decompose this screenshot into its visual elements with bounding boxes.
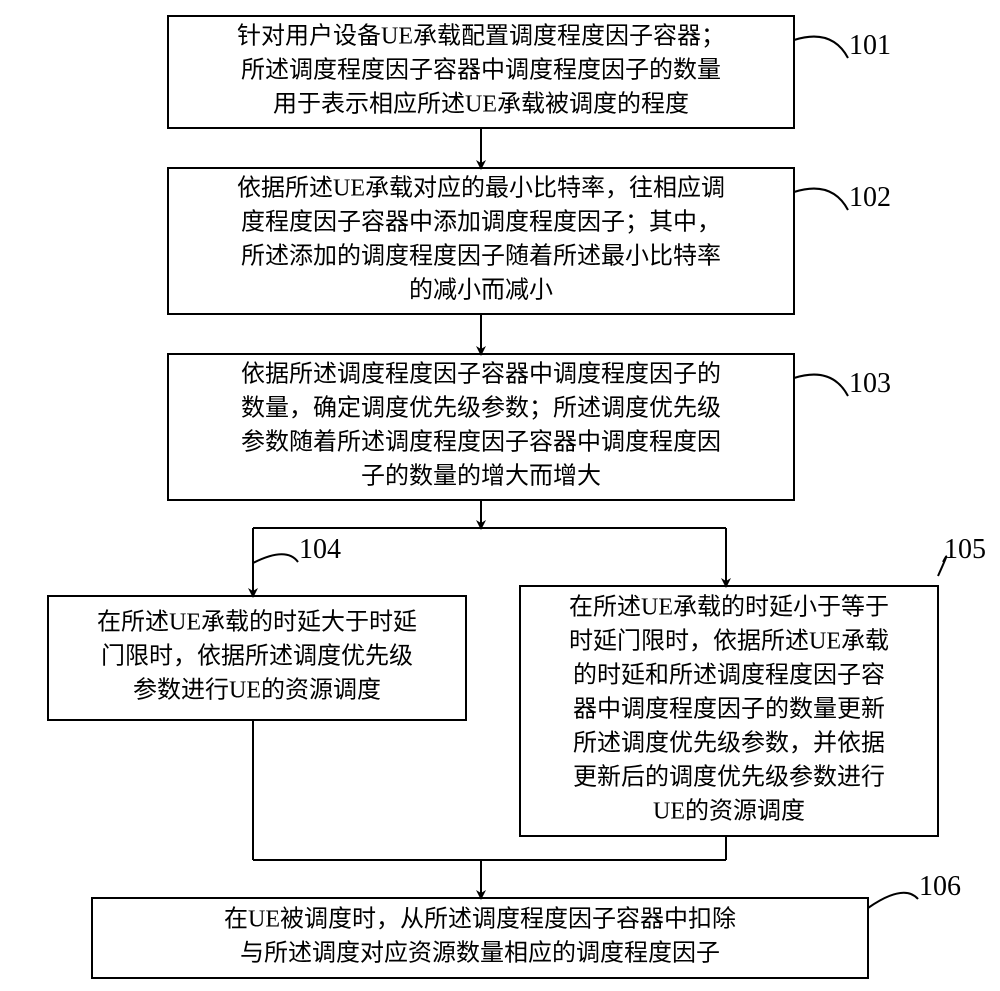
step-line: 用于表示相应所述UE承载被调度的程度 [273, 91, 689, 118]
step-label-number: 103 [849, 368, 891, 399]
flow-step-b106: 在UE被调度时，从所述调度程度因子容器中扣除与所述调度对应资源数量相应的调度程度… [92, 871, 961, 978]
step-line: 参数随着所述调度程度因子容器中调度程度因 [241, 429, 721, 456]
step-line: 所述调度优先级参数，并依据 [573, 730, 885, 757]
step-line: 器中调度程度因子的数量更新 [573, 696, 885, 723]
step-label-number: 102 [849, 182, 891, 213]
step-line: 与所述调度对应资源数量相应的调度程度因子 [240, 940, 720, 967]
step-line: 所述添加的调度程度因子随着所述最小比特率 [241, 243, 721, 270]
flow-step-b103: 依据所述调度程度因子容器中调度程度因子的数量，确定调度优先级参数；所述调度优先级… [168, 354, 891, 500]
flow-step-b104: 在所述UE承载的时延大于时延门限时，依据所述调度优先级参数进行UE的资源调度 10… [48, 534, 466, 720]
step-line: 时延门限时，依据所述UE承载 [569, 628, 889, 655]
step-line: 门限时，依据所述调度优先级 [101, 643, 413, 670]
flow-step-b101: 针对用户设备UE承载配置调度程度因子容器； 所述调度程度因子容器中调度程度因子的数… [168, 16, 891, 128]
step-line: 在所述UE承载的时延小于等于 [569, 594, 889, 621]
step-line: UE的资源调度 [653, 798, 805, 825]
step-line: 参数进行UE的资源调度 [133, 677, 381, 704]
step-text: 在所述UE承载的时延小于等于时延门限时，依据所述UE承载的时延和所述调度程度因子… [569, 594, 889, 825]
flow-step-b102: 依据所述UE承载对应的最小比特率，往相应调度程度因子容器中添加调度程度因子；其中… [168, 168, 891, 314]
step-label-number: 106 [919, 871, 961, 902]
step-line: 数量，确定调度优先级参数；所述调度优先级 [241, 395, 721, 422]
label-leader [868, 893, 918, 908]
step-line: 子的数量的增大而增大 [361, 463, 601, 490]
flowchart-canvas: 针对用户设备UE承载配置调度程度因子容器； 所述调度程度因子容器中调度程度因子的数… [0, 0, 1000, 991]
label-leader [253, 554, 298, 563]
step-text: 针对用户设备UE承载配置调度程度因子容器； 所述调度程度因子容器中调度程度因子的数… [237, 23, 725, 118]
step-line: 的减小而减小 [409, 277, 553, 304]
step-label-number: 104 [299, 534, 341, 565]
label-leader [794, 375, 848, 396]
step-line: 所述调度程度因子容器中调度程度因子的数量 [241, 57, 721, 84]
step-label-number: 105 [944, 534, 986, 565]
step-line: 针对用户设备UE承载配置调度程度因子容器； [237, 23, 725, 50]
step-line: 度程度因子容器中添加调度程度因子；其中， [241, 209, 721, 236]
step-line: 在所述UE承载的时延大于时延 [97, 609, 417, 636]
flow-step-b105: 在所述UE承载的时延小于等于时延门限时，依据所述UE承载的时延和所述调度程度因子… [520, 534, 986, 836]
step-line: 依据所述调度程度因子容器中调度程度因子的 [241, 361, 721, 388]
step-label-number: 101 [849, 30, 891, 61]
step-text: 在所述UE承载的时延大于时延门限时，依据所述调度优先级参数进行UE的资源调度 [97, 609, 417, 704]
step-line: 更新后的调度优先级参数进行 [573, 764, 885, 791]
step-line: 依据所述UE承载对应的最小比特率，往相应调 [237, 175, 725, 202]
label-leader [794, 37, 848, 58]
step-line: 在UE被调度时，从所述调度程度因子容器中扣除 [224, 906, 736, 933]
step-line: 的时延和所述调度程度因子容 [573, 662, 885, 689]
label-leader [794, 189, 848, 210]
